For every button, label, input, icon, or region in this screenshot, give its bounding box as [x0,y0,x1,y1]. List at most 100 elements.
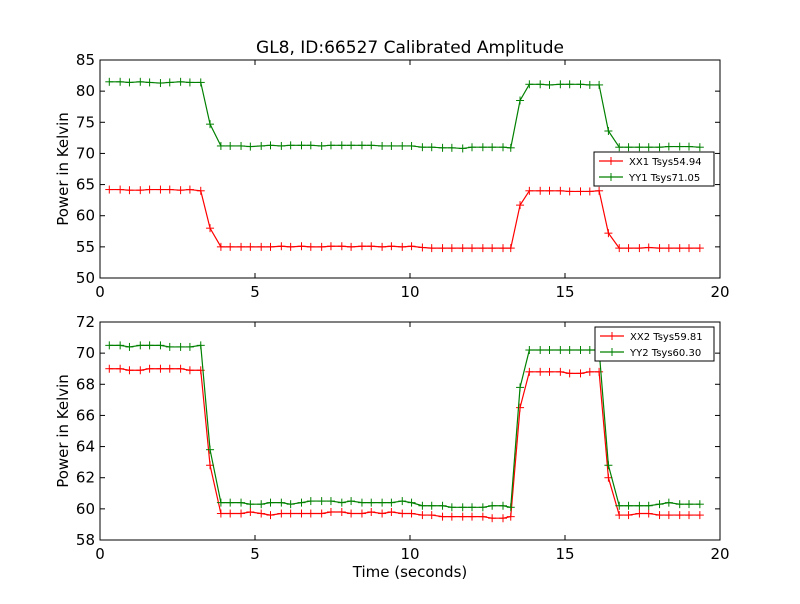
data-point [447,244,456,253]
data-point [438,512,447,521]
data-point [317,242,326,251]
y-tick-label: 50 [76,269,95,287]
data-point [447,512,456,521]
data-point [427,244,436,253]
data-point [506,244,515,253]
data-point [478,244,487,253]
data-point [644,143,653,152]
data-point [565,187,574,196]
data-point [145,185,154,194]
data-point [418,501,427,510]
data-point [664,511,673,520]
data-point [257,509,266,518]
data-point [216,509,225,518]
data-point [145,341,154,350]
data-point [488,143,497,152]
data-point [418,243,427,252]
data-point [499,514,507,523]
data-point [556,80,565,89]
data-point [387,498,396,507]
data-point [506,143,515,152]
data-point [145,78,154,87]
data-point [644,501,653,510]
y-tick-label: 75 [76,113,95,131]
data-point [136,366,145,375]
x-tick-label: 5 [250,283,260,301]
data-point [105,341,114,350]
data-point [438,143,447,152]
legend: XX2 Tsys59.81 YY2 Tsys60.30 [594,326,715,362]
y-tick-label: 60 [76,500,95,518]
x-tick-label: 5 [250,545,260,563]
series-1 [105,185,704,253]
data-point [347,509,356,518]
data-point [556,346,565,355]
data-point [367,498,376,507]
data-point [367,507,376,516]
data-point [418,143,427,152]
data-point [347,242,356,251]
data-point [286,141,295,150]
data-point [488,244,497,253]
data-point [237,141,246,150]
y-tick-label: 64 [76,438,95,456]
data-point [576,369,585,378]
data-point [357,509,366,518]
data-point [297,498,306,507]
data-point [615,511,624,520]
data-point [398,141,407,150]
data-point [125,186,134,195]
y-tick-label: 60 [76,207,95,225]
x-tick-label: 15 [555,545,574,563]
data-point [545,80,554,89]
data-point [257,242,266,251]
data-point [585,187,594,196]
data-point [226,242,235,251]
data-point [387,242,396,251]
data-point [145,364,154,373]
data-point [427,501,436,510]
data-point [216,141,225,150]
data-point [685,142,693,151]
data-point [545,346,554,355]
data-point [185,78,194,87]
data-point [105,364,114,373]
chart-1: 0 5 10 15 20 50 55 60 65 70 75 80 85 Power in Kelvin X… [54,51,730,301]
data-point [664,142,673,151]
data-point [458,144,467,153]
series-line [109,81,700,150]
data-point [624,511,633,520]
data-point [367,242,376,251]
data-point [478,512,487,521]
data-point [206,224,215,233]
series-2 [105,77,704,153]
data-point [585,80,594,89]
data-point [357,141,366,150]
data-point [185,342,194,351]
data-point [378,509,387,518]
data-point [604,229,613,238]
data-point [468,503,476,512]
data-point [615,143,624,152]
y-tick-label: 70 [76,344,95,362]
x-tick-label: 10 [400,545,419,563]
data-point [635,244,644,253]
data-point [407,141,416,150]
data-point [685,511,693,520]
data-point [576,187,585,196]
data-point [237,509,246,518]
data-point [266,498,275,507]
data-point [105,77,114,86]
data-point [378,498,387,507]
data-point [116,185,125,194]
data-point [458,512,467,521]
data-point [317,509,326,518]
data-point [357,498,366,507]
data-point [516,383,525,392]
data-point [418,511,427,520]
data-point [499,143,507,152]
axes-frame [99,321,721,541]
legend-item: YY1 Tsys71.05 [599,173,700,184]
data-point [695,511,704,520]
